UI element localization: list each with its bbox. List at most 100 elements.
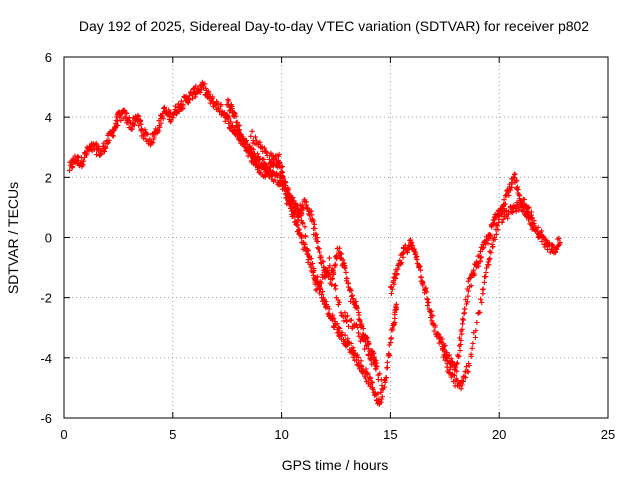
y-tick-label: 4	[45, 110, 52, 125]
data-point	[180, 103, 186, 109]
data-point	[337, 250, 344, 256]
data-point	[345, 339, 352, 346]
data-point	[234, 119, 240, 125]
data-point	[81, 158, 87, 164]
data-point	[131, 122, 137, 128]
y-tick-label: 2	[45, 170, 52, 185]
data-point	[473, 264, 479, 270]
data-point	[168, 118, 174, 124]
y-tick-label: -4	[40, 351, 52, 366]
data-point	[334, 321, 340, 327]
data-point	[129, 126, 135, 132]
data-point	[299, 219, 305, 226]
data-point	[528, 212, 534, 218]
data-point	[489, 244, 496, 250]
data-point	[459, 321, 466, 327]
data-point	[557, 241, 563, 247]
data-point	[323, 270, 330, 276]
data-point	[444, 364, 450, 370]
series-1	[224, 97, 380, 372]
data-point	[514, 184, 520, 190]
data-point	[319, 292, 325, 298]
data-point	[388, 335, 394, 341]
data-point	[308, 208, 314, 214]
data-point	[338, 251, 345, 257]
data-point	[336, 324, 342, 330]
data-point	[474, 319, 480, 326]
data-point	[460, 317, 466, 323]
data-point	[370, 386, 376, 392]
data-point	[312, 226, 318, 232]
data-point	[156, 128, 162, 134]
data-point	[303, 233, 309, 239]
data-point	[378, 377, 384, 383]
data-point	[468, 283, 474, 289]
data-point	[425, 300, 431, 306]
data-point	[390, 327, 396, 333]
data-point	[240, 134, 246, 140]
data-point	[453, 364, 459, 370]
data-point	[371, 354, 377, 360]
data-point	[456, 353, 462, 359]
data-point	[367, 356, 373, 362]
data-point	[127, 118, 133, 124]
data-point	[392, 311, 398, 317]
data-point	[463, 364, 469, 370]
data-point	[336, 245, 343, 251]
data-point	[485, 240, 491, 246]
data-point	[279, 163, 285, 169]
data-point	[393, 275, 399, 281]
data-point	[443, 354, 449, 360]
data-point	[465, 278, 471, 284]
data-point	[178, 98, 184, 104]
data-point	[218, 101, 224, 108]
x-tick-label: 20	[492, 427, 506, 442]
data-point	[442, 357, 448, 363]
data-point	[488, 250, 494, 256]
data-point	[472, 271, 478, 277]
data-point	[275, 164, 281, 170]
data-point	[420, 280, 426, 286]
data-point	[331, 271, 337, 277]
data-point	[140, 135, 147, 141]
data-point	[501, 197, 507, 203]
data-point	[286, 199, 293, 205]
data-point	[160, 116, 166, 122]
data-point	[465, 293, 471, 299]
data-point	[418, 267, 424, 273]
data-point	[459, 326, 465, 332]
data-point	[431, 328, 437, 334]
data-point	[457, 347, 463, 354]
data-point	[301, 244, 308, 250]
data-point	[348, 298, 354, 305]
data-point	[502, 201, 508, 207]
data-point	[69, 164, 75, 170]
data-point	[478, 296, 484, 302]
data-point	[303, 202, 309, 208]
series-0	[67, 79, 399, 407]
data-point	[480, 291, 486, 297]
data-point	[280, 174, 286, 180]
data-point	[285, 185, 291, 191]
x-tick-label: 15	[383, 427, 397, 442]
data-point	[389, 286, 395, 292]
data-point	[447, 366, 453, 372]
data-point	[273, 157, 279, 163]
data-point	[464, 299, 471, 305]
data-point	[294, 212, 300, 218]
data-point	[476, 263, 482, 269]
data-point	[377, 371, 383, 377]
data-point	[342, 310, 348, 316]
data-point	[295, 222, 301, 228]
data-point	[145, 131, 151, 137]
data-point	[290, 197, 296, 204]
data-point	[358, 358, 364, 364]
data-point	[375, 391, 381, 397]
data-point	[333, 282, 339, 289]
data-point	[470, 267, 477, 273]
data-point	[308, 262, 314, 268]
data-point	[439, 344, 445, 350]
data-point	[361, 337, 367, 343]
x-axis-label: GPS time / hours	[282, 457, 389, 473]
data-point	[340, 313, 346, 319]
